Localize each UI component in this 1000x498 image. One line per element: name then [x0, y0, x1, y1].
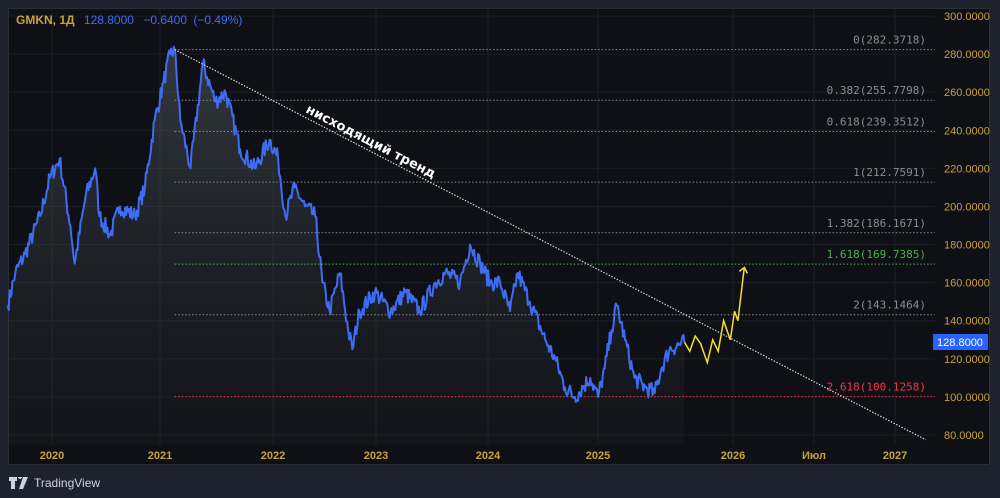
x-tick-label: 2027: [883, 450, 907, 462]
x-tick-label: 2020: [40, 450, 64, 462]
y-tick-label: 180.0000: [944, 240, 990, 252]
x-tick-label: 2021: [148, 450, 172, 462]
y-tick-label: 240.0000: [944, 125, 990, 137]
y-tick-label: 100.0000: [944, 392, 990, 404]
fib-level-label: 0.618(239.3512): [827, 116, 926, 129]
y-tick-label: 120.0000: [944, 354, 990, 366]
y-tick-label: 200.0000: [944, 201, 990, 213]
forecast-line: [683, 267, 746, 366]
fib-level-label: 1.382(186.1671): [827, 217, 926, 230]
downtrend-line: [174, 49, 927, 441]
tradingview-logo[interactable]: TradingView: [9, 476, 100, 490]
x-tick-label: Июл: [802, 450, 826, 462]
fib-level-label: 0(282.3718): [853, 34, 926, 47]
price-change: −0.6400: [143, 13, 188, 27]
fib-level-label: 1(212.7591): [853, 166, 926, 179]
price-change-pct: (−0.49%): [193, 13, 243, 27]
last-price: 128.8000: [83, 13, 134, 27]
current-price-label: 128.8000: [937, 337, 983, 349]
x-tick-label: 2022: [261, 450, 285, 462]
y-tick-label: 260.0000: [944, 87, 990, 99]
price-line: [6, 45, 686, 403]
y-tick-label: 160.0000: [944, 278, 990, 290]
forecast-arrow-icon: [738, 266, 749, 274]
y-tick-label: 300.0000: [944, 11, 990, 23]
fib-level-label: 2.618(100.1258): [827, 381, 926, 394]
x-tick-label: 2025: [586, 450, 610, 462]
y-tick-label: 140.0000: [944, 316, 990, 328]
x-tick-label: 2024: [476, 450, 501, 462]
y-tick-label: 80.0000: [944, 430, 984, 442]
downtrend-label: нисходящий тренд: [303, 102, 438, 182]
x-tick-label: 2026: [721, 450, 745, 462]
fib-level-label: 0.382(255.7798): [827, 84, 926, 97]
tradingview-icon: [9, 477, 28, 489]
price-area-fill: [7, 46, 685, 445]
y-tick-label: 220.0000: [944, 163, 990, 175]
symbol-legend: GMKN, 1Д 128.8000 −0.6400 (−0.49%): [16, 13, 242, 27]
fib-level-label: 1.618(169.7385): [827, 248, 926, 261]
fib-level-label: 2(143.1464): [853, 299, 926, 312]
y-tick-label: 280.0000: [944, 49, 990, 61]
x-tick-label: 2023: [364, 450, 388, 462]
current-price-badge: [933, 334, 988, 351]
brand-name: TradingView: [34, 476, 101, 490]
symbol-name: GMKN, 1Д: [16, 13, 75, 27]
